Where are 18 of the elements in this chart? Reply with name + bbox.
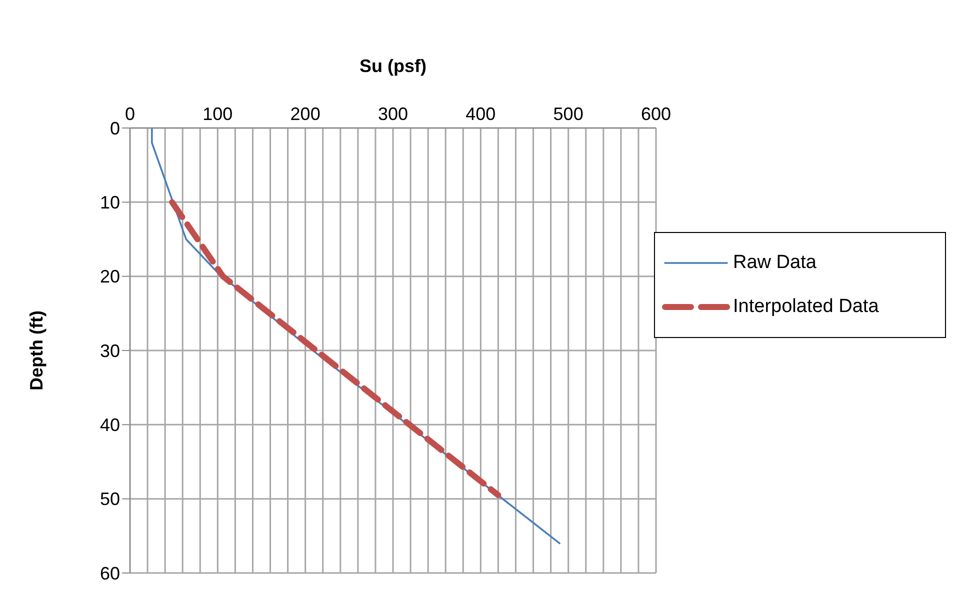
x-tick-label: 600 [640,104,672,124]
y-tick-label: 20 [100,266,120,287]
y-tick-label: 10 [100,192,120,213]
x-tick-label: 200 [290,104,320,124]
y-tick-label: 60 [100,563,120,584]
x-tick-label: 400 [466,104,496,124]
y-tick-label: 40 [100,415,120,436]
x-tick-label: 100 [202,104,233,124]
x-tick-label: 0 [124,104,136,124]
x-tick-label: 300 [378,104,408,124]
x-tick-label: 500 [553,104,584,124]
y-axis-title: Depth (ft) [26,310,46,390]
y-tick-label: 50 [100,489,120,510]
y-tick-label: 0 [110,118,120,138]
x-axis-title: Su (psf) [360,56,426,76]
legend-label: Raw Data [733,251,816,275]
y-tick-label: 30 [100,340,120,361]
legend-label: Interpolated Data [733,295,879,319]
